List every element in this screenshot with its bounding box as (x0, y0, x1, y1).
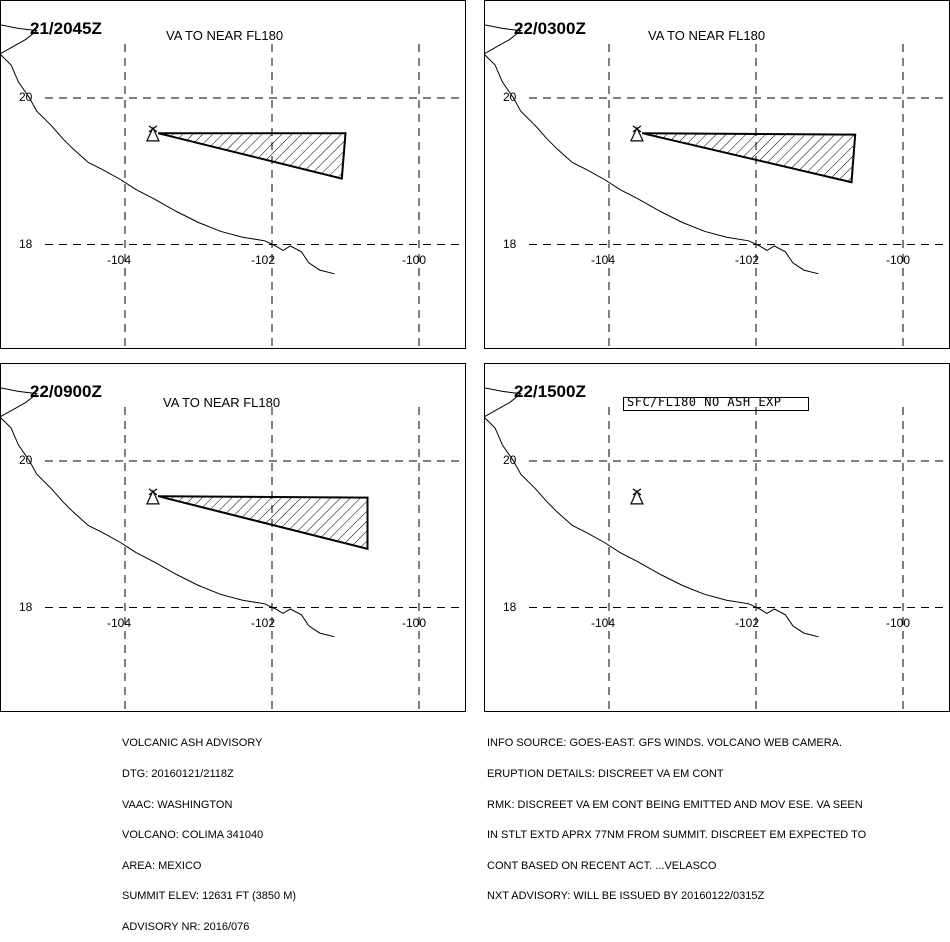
lon-label-102: -102 (250, 253, 276, 267)
panel-time: 22/0300Z (514, 19, 586, 38)
lat-label-20: 20 (503, 453, 517, 467)
map-canvas (0, 0, 466, 349)
lon-label-104: -104 (590, 253, 616, 267)
no-ash-label-box (623, 397, 809, 411)
panel-flight-level: VA TO NEAR FL180 (163, 395, 281, 410)
advisory-right: INFO SOURCE: GOES-EAST. GFS WINDS. VOLCA… (487, 718, 866, 912)
lat-label-18: 18 (19, 600, 33, 614)
coastline (484, 387, 819, 638)
lon-label-104: -104 (106, 616, 132, 630)
forecast-panel-4: 22/1500Z SFC/FL180 NO ASH EXP 20 18 -104… (484, 363, 950, 712)
lat-label-18: 18 (19, 237, 33, 251)
panel-border (484, 0, 950, 349)
volcano-icon (145, 488, 160, 505)
advisory-line: VOLCANO: COLIMA 341040 (122, 829, 264, 842)
coastline (484, 24, 819, 275)
panel-flight-level: VA TO NEAR FL180 (648, 28, 766, 43)
ash-cloud-area (157, 495, 369, 551)
volcano-icon (629, 488, 644, 505)
advisory-line: RMK: DISCREET VA EM CONT BEING EMITTED A… (487, 798, 863, 811)
coastline (0, 24, 335, 275)
lon-label-102: -102 (734, 616, 760, 630)
map-canvas (0, 363, 466, 712)
forecast-panel-2: 22/0300Z VA TO NEAR FL180 20 18 -104 -10… (484, 0, 950, 349)
advisory-line: ERUPTION DETAILS: DISCREET VA EM CONT (487, 768, 724, 781)
advisory-line: INFO SOURCE: GOES-EAST. GFS WINDS. VOLCA… (487, 737, 843, 750)
lon-label-100: -100 (885, 616, 911, 630)
panel-border (0, 363, 466, 712)
lon-label-100: -100 (401, 253, 427, 267)
panel-flight-level: SFC/FL180 NO ASH EXP (627, 395, 782, 409)
volcano-icon (145, 125, 160, 142)
lon-label-100: -100 (401, 616, 427, 630)
advisory-line: ADVISORY NR: 2016/076 (122, 921, 250, 934)
panel-time: 21/2045Z (30, 19, 102, 38)
lon-label-100: -100 (885, 253, 911, 267)
advisory-left: VOLCANIC ASH ADVISORY DTG: 20160121/2118… (122, 718, 296, 942)
panel-border (484, 363, 950, 712)
advisory-line: DTG: 20160121/2118Z (122, 768, 234, 781)
panel-border (0, 0, 466, 349)
map-canvas (484, 363, 950, 712)
forecast-panel-1: 21/2045Z VA TO NEAR FL180 20 18 -104 -10… (0, 0, 466, 349)
panel-flight-level: VA TO NEAR FL180 (166, 28, 284, 43)
advisory-line: VOLCANIC ASH ADVISORY (122, 737, 263, 750)
lat-label-18: 18 (503, 600, 517, 614)
advisory-line: IN STLT EXTD APRX 77NM FROM SUMMIT. DISC… (487, 829, 867, 842)
lon-label-102: -102 (734, 253, 760, 267)
advisory-line: VAAC: WASHINGTON (122, 798, 233, 811)
lat-label-18: 18 (503, 237, 517, 251)
coastline (0, 387, 335, 638)
panel-time: 22/0900Z (30, 382, 102, 401)
panel-time: 22/1500Z (514, 382, 586, 401)
volcano-icon (629, 125, 644, 142)
lat-label-20: 20 (19, 90, 33, 104)
lat-label-20: 20 (503, 90, 517, 104)
advisory-line: CONT BASED ON RECENT ACT. ...VELASCO (487, 859, 717, 872)
lat-label-20: 20 (19, 453, 33, 467)
map-canvas (484, 0, 950, 349)
advisory-line: SUMMIT ELEV: 12631 FT (3850 M) (122, 890, 297, 903)
lon-label-104: -104 (590, 616, 616, 630)
lon-label-102: -102 (250, 616, 276, 630)
lon-label-104: -104 (106, 253, 132, 267)
advisory-line: NXT ADVISORY: WILL BE ISSUED BY 20160122… (487, 890, 765, 903)
advisory-line: AREA: MEXICO (122, 859, 202, 872)
ash-cloud-area (641, 132, 857, 184)
ash-cloud-area (157, 132, 347, 180)
forecast-panel-3: 22/0900Z VA TO NEAR FL180 20 18 -104 -10… (0, 363, 466, 712)
